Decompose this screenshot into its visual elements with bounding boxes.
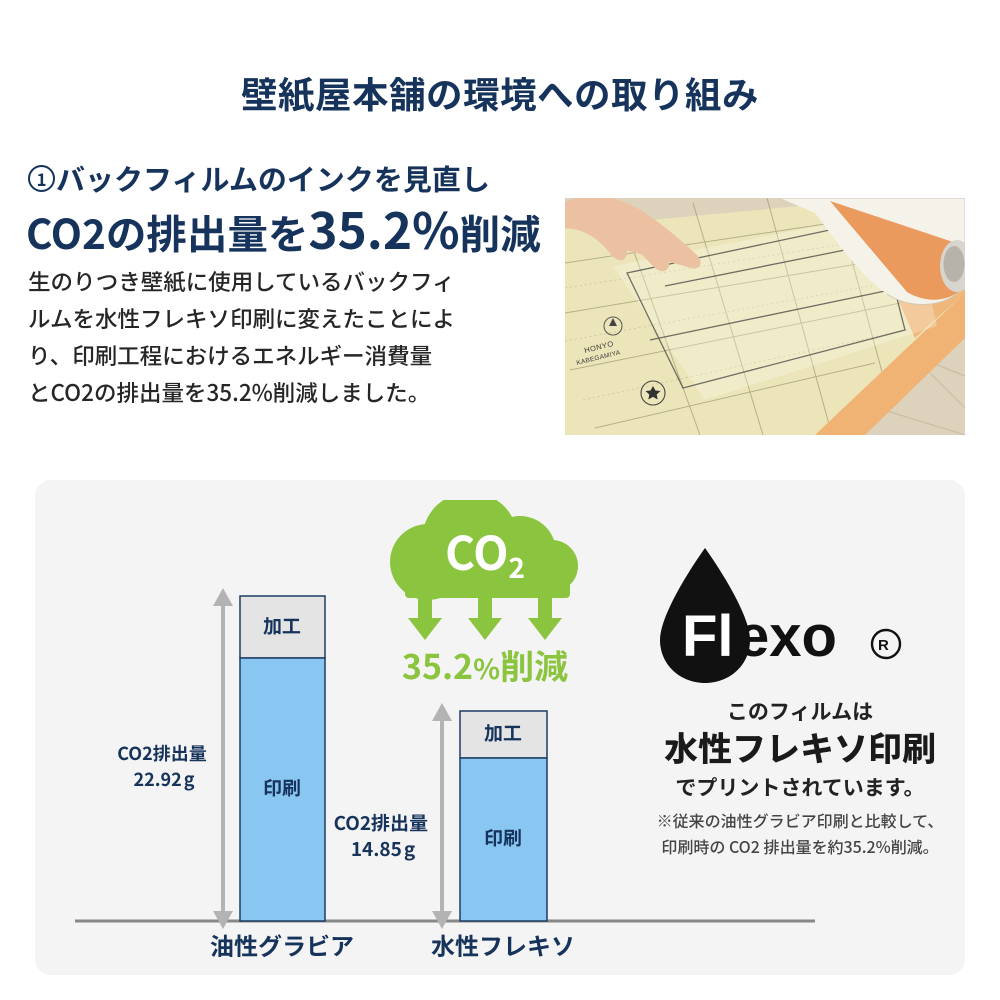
svg-text:水性フレキソ: 水性フレキソ	[431, 927, 575, 962]
svg-text:exo: exo	[737, 604, 837, 669]
svg-text:CO2排出量 14.85g: CO2排出量 14.85 g	[334, 809, 433, 862]
svg-text:加工: 加工	[263, 612, 301, 639]
svg-text:R: R	[878, 637, 889, 654]
svg-text:加工: 加工	[484, 719, 522, 746]
svg-text:油性グラビア: 油性グラビア	[210, 927, 354, 962]
svg-text:印刷: 印刷	[484, 824, 522, 851]
svg-text:印刷: 印刷	[263, 774, 301, 801]
svg-text:CO2排出量 22.92g: CO2排出量 22.92 g	[117, 740, 211, 792]
svg-text:Fl: Fl	[682, 604, 734, 669]
